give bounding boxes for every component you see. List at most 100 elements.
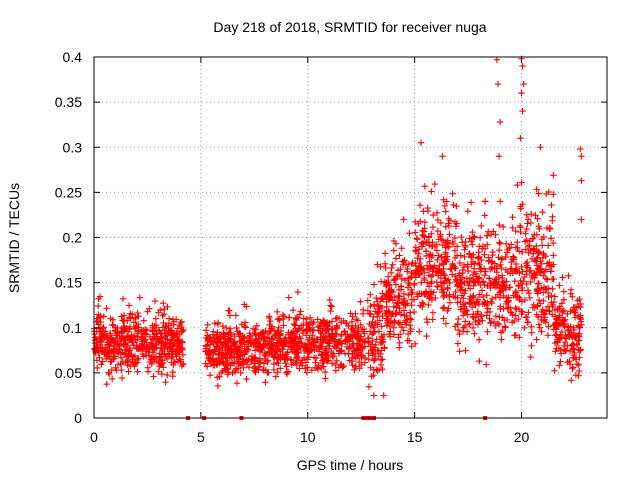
data-point [406,230,413,237]
data-point [349,326,357,334]
data-point [509,213,516,221]
data-point [482,268,489,275]
data-point [461,322,469,330]
data-point [481,299,488,306]
data-point [328,318,336,325]
data-point [238,321,246,328]
data-point [91,339,99,347]
data-point [237,369,244,377]
data-point [437,231,444,238]
data-point [562,347,569,355]
data-point [289,336,297,343]
data-point [280,343,287,350]
data-point [373,310,381,318]
data-point [120,312,128,319]
data-point [559,274,566,281]
data-point [493,56,501,63]
data-point [216,331,224,338]
data-point [221,333,229,340]
data-point [125,302,133,309]
data-point [125,314,133,321]
data-point [294,348,301,356]
data-point [95,321,102,328]
data-point [233,324,240,332]
data-point [545,293,552,301]
data-point [533,231,541,238]
data-point [401,257,408,264]
data-point [467,293,474,300]
data-point [425,301,432,309]
data-point [135,313,142,320]
data-point [489,251,496,259]
data-point [569,354,577,361]
data-point [495,153,503,160]
data-point [550,172,557,179]
data-point [345,336,353,344]
data-point [306,314,314,321]
data-point [470,265,478,272]
data-point [397,286,405,293]
data-point [283,363,290,370]
data-point [404,337,411,344]
data-point [400,295,408,303]
data-point [565,324,572,331]
data-point [560,342,568,350]
data-point [453,202,460,210]
y-tick-label: 0 [74,410,82,426]
data-point [356,358,363,366]
data-point [440,304,448,311]
data-point [365,383,373,390]
data-point [375,366,383,374]
data-point [300,321,307,329]
data-point [534,215,541,222]
data-point [456,259,464,267]
data-point [443,198,450,205]
data-point [578,153,585,160]
data-point [158,334,165,341]
data-point [157,306,164,314]
data-point [111,353,119,360]
data-point [575,337,582,344]
data-point [461,253,468,261]
data-point [577,145,584,153]
data-point [486,315,493,322]
data-point [312,354,320,362]
data-point [469,241,476,248]
data-point [536,324,544,331]
data-point [331,336,339,344]
data-point [531,304,539,311]
data-point [562,331,569,339]
data-point [227,336,235,343]
data-point [551,313,559,320]
data-point [108,375,116,383]
data-point [433,241,440,248]
data-point [559,317,567,324]
data-point [364,334,372,342]
data-point [463,328,471,335]
data-point [280,335,288,342]
data-point [568,333,575,340]
data-point [429,223,437,231]
data-point [359,310,367,317]
data-point [98,336,105,343]
data-point [375,353,382,360]
data-point [354,352,361,360]
data-point [576,367,583,375]
data-point [514,238,521,246]
data-point [516,294,523,301]
data-point [548,201,555,209]
data-point [357,298,364,305]
data-point [516,269,523,277]
data-point [296,333,303,341]
data-point [151,355,158,363]
data-point [396,252,403,259]
data-point [442,320,450,327]
data-point [505,245,513,252]
data-point [204,332,211,339]
data-point [492,312,500,320]
data-point [251,347,259,354]
data-point [283,353,290,360]
data-point [346,357,353,364]
data-point [284,348,291,356]
data-point [315,344,323,351]
